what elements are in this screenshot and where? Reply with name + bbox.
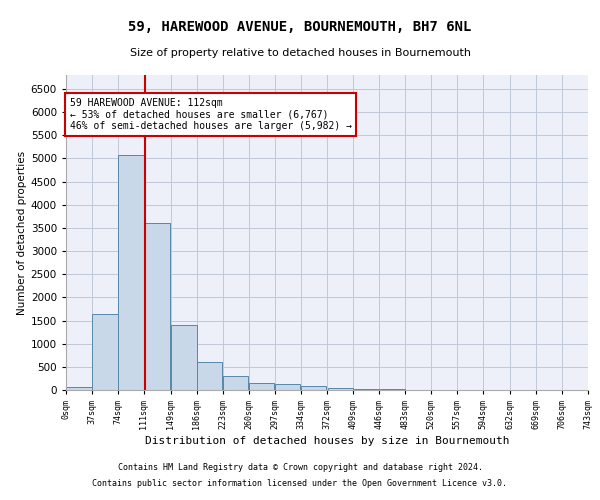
X-axis label: Distribution of detached houses by size in Bournemouth: Distribution of detached houses by size … (145, 436, 509, 446)
Bar (92, 314, 118, 390)
Bar (275, 384, 301, 390)
Bar (66, 387, 92, 390)
Bar (380, 389, 405, 390)
Bar (144, 223, 170, 390)
Bar (328, 388, 353, 390)
Text: 59, HAREWOOD AVENUE, BOURNEMOUTH, BH7 6NL: 59, HAREWOOD AVENUE, BOURNEMOUTH, BH7 6N… (128, 20, 472, 34)
Text: Size of property relative to detached houses in Bournemouth: Size of property relative to detached ho… (130, 48, 470, 58)
Bar (118, 154, 144, 390)
Bar (301, 386, 326, 390)
Bar (223, 376, 248, 390)
Bar (353, 388, 379, 390)
Bar (249, 383, 274, 390)
Text: Contains public sector information licensed under the Open Government Licence v3: Contains public sector information licen… (92, 478, 508, 488)
Bar (171, 325, 197, 390)
Y-axis label: Number of detached properties: Number of detached properties (17, 150, 26, 314)
Text: Contains HM Land Registry data © Crown copyright and database right 2024.: Contains HM Land Registry data © Crown c… (118, 464, 482, 472)
Bar (197, 362, 223, 390)
Text: 59 HAREWOOD AVENUE: 112sqm
← 53% of detached houses are smaller (6,767)
46% of s: 59 HAREWOOD AVENUE: 112sqm ← 53% of deta… (70, 98, 352, 132)
